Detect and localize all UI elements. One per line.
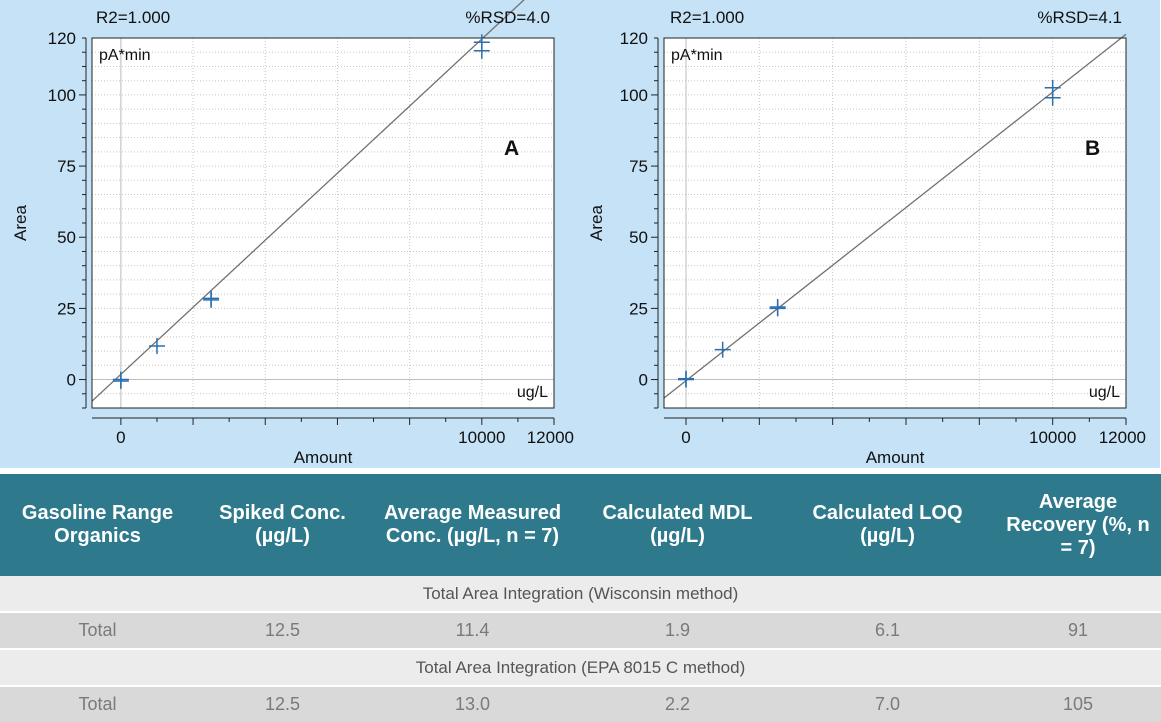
- y-tick-label: 50: [629, 228, 648, 247]
- x-tick-label: 10000: [1029, 428, 1076, 447]
- data-point: [203, 291, 220, 308]
- x-unit-label: ug/L: [517, 384, 548, 401]
- section-row-epa-8015c: Total Area Integration (EPA 8015 C metho…: [0, 650, 1161, 685]
- header-gasoline-range-organics: Gasoline Range Organics: [0, 474, 195, 576]
- y-tick-label: 0: [639, 371, 648, 390]
- y-tick-label: 120: [620, 29, 648, 48]
- y-tick-label: 100: [620, 86, 648, 105]
- y-tick-label: 120: [48, 29, 76, 48]
- y-tick-label: 50: [57, 228, 76, 247]
- y-axis-title: Area: [587, 205, 606, 241]
- y-tick-label: 25: [57, 299, 76, 318]
- cell-spiked: 12.5: [195, 613, 370, 648]
- cell-loq: 6.1: [780, 613, 995, 648]
- calibration-charts: 0 25 50 75 100 120 0 10000 12000 R2=1.000 %RSD=4.0…: [0, 0, 1160, 468]
- y-tick-label: 75: [57, 157, 76, 176]
- cell-recovery: 91: [995, 613, 1161, 648]
- data-point: [769, 300, 786, 317]
- rsd-label: %RSD=4.0: [465, 8, 550, 27]
- results-table: Gasoline Range Organics Spiked Conc. (µg…: [0, 474, 1161, 722]
- cell-spiked: 12.5: [195, 687, 370, 722]
- y-unit-label: pA*min: [99, 47, 151, 64]
- y-tick-label: 25: [629, 299, 648, 318]
- row-gap: [0, 611, 1161, 613]
- cell-loq: 7.0: [780, 687, 995, 722]
- panel-label: B: [1085, 137, 1100, 160]
- cell-mdl: 1.9: [575, 613, 780, 648]
- cell-measured: 11.4: [370, 613, 575, 648]
- fit-line: [663, 33, 1127, 399]
- r2-label: R2=1.000: [96, 8, 170, 27]
- x-tick-label: 0: [116, 428, 125, 447]
- calibration-chart-b: 0 25 50 75 100 120 0 10000 12000 R2=1.000 %RSD=4.1…: [580, 0, 1160, 468]
- cell-mdl: 2.2: [575, 687, 780, 722]
- header-calculated-mdl: Calculated MDL (µg/L): [575, 474, 780, 576]
- rsd-label: %RSD=4.1: [1037, 8, 1122, 27]
- row-gap: [0, 685, 1161, 687]
- calibration-chart-a: 0 25 50 75 100 120 0 10000 12000 R2=1.000 %RSD=4.0…: [0, 0, 580, 468]
- x-tick-label: 10000: [458, 428, 505, 447]
- plot-frame: [91, 37, 555, 409]
- x-axis-title: Amount: [866, 448, 925, 467]
- table-row: Total 12.5 13.0 2.2 7.0 105: [0, 687, 1161, 722]
- section-label: Total Area Integration (EPA 8015 C metho…: [0, 650, 1161, 685]
- y-unit-label: pA*min: [671, 47, 723, 64]
- y-axis-title: Area: [11, 205, 30, 241]
- data-point: [148, 337, 165, 354]
- y-tick-label: 0: [67, 371, 76, 390]
- data-point: [1044, 89, 1061, 106]
- cell-organic: Total: [0, 687, 195, 722]
- header-calculated-loq: Calculated LOQ (µg/L): [780, 474, 995, 576]
- r2-label: R2=1.000: [670, 8, 744, 27]
- fit-line: [91, 0, 525, 402]
- table-header-row: Gasoline Range Organics Spiked Conc. (µg…: [0, 474, 1161, 576]
- data-point: [473, 42, 490, 59]
- section-label: Total Area Integration (Wisconsin method…: [0, 576, 1161, 611]
- x-tick-label: 0: [681, 428, 690, 447]
- panel-label: A: [504, 137, 519, 160]
- header-average-measured-conc: Average Measured Conc. (µg/L, n = 7): [370, 474, 575, 576]
- cell-recovery: 105: [995, 687, 1161, 722]
- header-spiked-conc: Spiked Conc. (µg/L): [195, 474, 370, 576]
- x-axis-title: Amount: [294, 448, 353, 467]
- data-point: [714, 341, 731, 358]
- y-tick-label: 75: [629, 157, 648, 176]
- table-row: Total 12.5 11.4 1.9 6.1 91: [0, 613, 1161, 648]
- y-tick-label: 100: [48, 86, 76, 105]
- x-tick-label: 12000: [527, 428, 574, 447]
- data-point: [678, 370, 694, 387]
- results-table-container: Gasoline Range Organics Spiked Conc. (µg…: [0, 474, 1161, 722]
- data-point: [112, 372, 129, 389]
- cell-measured: 13.0: [370, 687, 575, 722]
- section-row-wisconsin: Total Area Integration (Wisconsin method…: [0, 576, 1161, 611]
- x-tick-label: 12000: [1099, 428, 1146, 447]
- x-unit-label: ug/L: [1089, 384, 1120, 401]
- plot-frame: [663, 37, 1127, 409]
- header-average-recovery: Average Recovery (%, n = 7): [995, 474, 1161, 576]
- row-gap: [0, 648, 1161, 650]
- cell-organic: Total: [0, 613, 195, 648]
